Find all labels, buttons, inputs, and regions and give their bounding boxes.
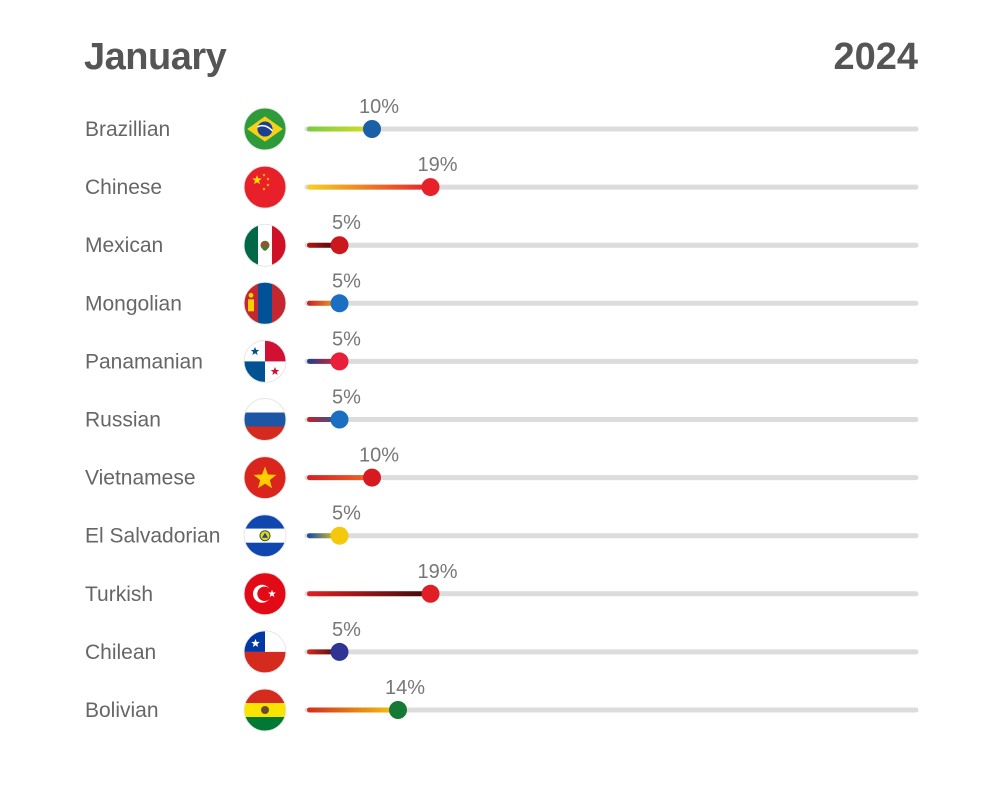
chart-row: Vietnamese 10%	[85, 445, 919, 500]
chart-row: Chilean 5%	[85, 619, 919, 674]
bar	[307, 475, 372, 481]
chart-row: Mexican 5%	[85, 212, 919, 267]
category-label: Russian	[85, 409, 161, 432]
chart-row: El Salvadorian 5%	[85, 503, 919, 558]
bar	[307, 707, 398, 713]
value-label: 19%	[417, 154, 457, 176]
value-label: 5%	[332, 212, 361, 234]
bar-end-dot	[330, 526, 349, 545]
month-heading: January	[84, 36, 227, 78]
category-label: Turkish	[85, 583, 153, 606]
bar-end-dot	[363, 120, 381, 138]
chart-row: Chinese 19%	[85, 154, 919, 209]
value-label: 14%	[385, 677, 425, 699]
bar-end-dot	[330, 294, 349, 313]
value-label: 5%	[332, 387, 361, 409]
bar	[307, 591, 431, 597]
category-label: Bolivian	[85, 699, 159, 722]
bar-end-dot	[330, 642, 349, 661]
russia-flag-icon	[244, 398, 286, 441]
vietnam-flag-icon	[244, 456, 286, 499]
value-label: 5%	[332, 270, 361, 292]
el-salvador-flag-icon	[244, 514, 286, 557]
category-label: Mongolian	[85, 292, 182, 315]
value-label: 19%	[417, 561, 457, 583]
bar-end-dot	[330, 236, 349, 255]
chart-row: Turkish 19%	[85, 561, 919, 616]
category-label: Brazillian	[85, 118, 170, 141]
bar	[307, 126, 372, 132]
bar-end-dot	[421, 584, 440, 603]
bolivia-flag-icon	[244, 689, 286, 731]
mongolia-flag-icon	[244, 282, 286, 325]
turkey-flag-icon	[244, 572, 286, 615]
bar-end-dot	[330, 352, 349, 371]
value-label: 5%	[332, 328, 361, 350]
year-heading: 2024	[833, 36, 918, 78]
category-label: Chilean	[85, 641, 156, 664]
chart-row: Mongolian 5%	[85, 270, 919, 325]
category-label: Chinese	[85, 176, 162, 199]
bar	[307, 184, 431, 190]
chart-row: Brazillian 10%	[85, 96, 919, 151]
bar-end-dot	[389, 701, 407, 719]
bar-end-dot	[363, 468, 381, 487]
category-label: Vietnamese	[85, 467, 196, 490]
value-label: 5%	[332, 619, 361, 641]
category-label: El Salvadorian	[85, 525, 220, 548]
chart-row: Bolivian 14%	[85, 677, 919, 732]
value-label: 10%	[359, 96, 399, 118]
panama-flag-icon	[244, 340, 286, 383]
mexico-flag-icon	[244, 224, 286, 267]
category-label: Mexican	[85, 234, 163, 257]
bar-end-dot	[330, 410, 349, 429]
chart-row: Panamanian 5%	[85, 328, 919, 383]
category-label: Panamanian	[85, 350, 203, 373]
brazil-flag-icon	[244, 108, 286, 150]
value-label: 5%	[332, 503, 361, 525]
bar-end-dot	[421, 178, 440, 197]
chart-row: Russian 5%	[85, 387, 919, 441]
value-label: 10%	[359, 445, 399, 467]
china-flag-icon	[244, 166, 286, 209]
